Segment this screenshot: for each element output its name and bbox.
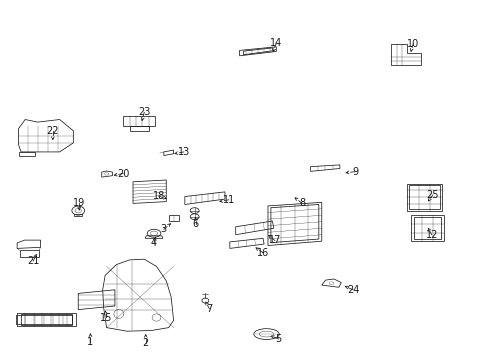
Text: 13: 13 <box>177 147 190 157</box>
Text: 6: 6 <box>192 219 198 229</box>
Text: 12: 12 <box>425 230 437 240</box>
Text: 2: 2 <box>142 338 148 348</box>
Text: 16: 16 <box>256 248 269 258</box>
Text: 20: 20 <box>117 168 129 179</box>
Text: 7: 7 <box>206 303 212 314</box>
Text: 4: 4 <box>151 238 157 248</box>
Text: 19: 19 <box>73 198 85 208</box>
Text: 3: 3 <box>161 224 166 234</box>
Text: 18: 18 <box>152 191 165 201</box>
Text: 24: 24 <box>346 285 359 295</box>
Text: 14: 14 <box>269 38 282 48</box>
Text: 15: 15 <box>100 312 113 323</box>
Text: 17: 17 <box>268 235 281 246</box>
Text: 10: 10 <box>406 39 419 49</box>
Text: 11: 11 <box>222 195 235 205</box>
Text: 21: 21 <box>27 256 40 266</box>
Text: 1: 1 <box>87 337 93 347</box>
Text: 8: 8 <box>299 198 305 208</box>
Text: 9: 9 <box>351 167 357 177</box>
Text: 22: 22 <box>46 126 59 136</box>
Text: 23: 23 <box>138 107 150 117</box>
Text: 5: 5 <box>275 334 281 344</box>
Text: 25: 25 <box>426 190 438 200</box>
